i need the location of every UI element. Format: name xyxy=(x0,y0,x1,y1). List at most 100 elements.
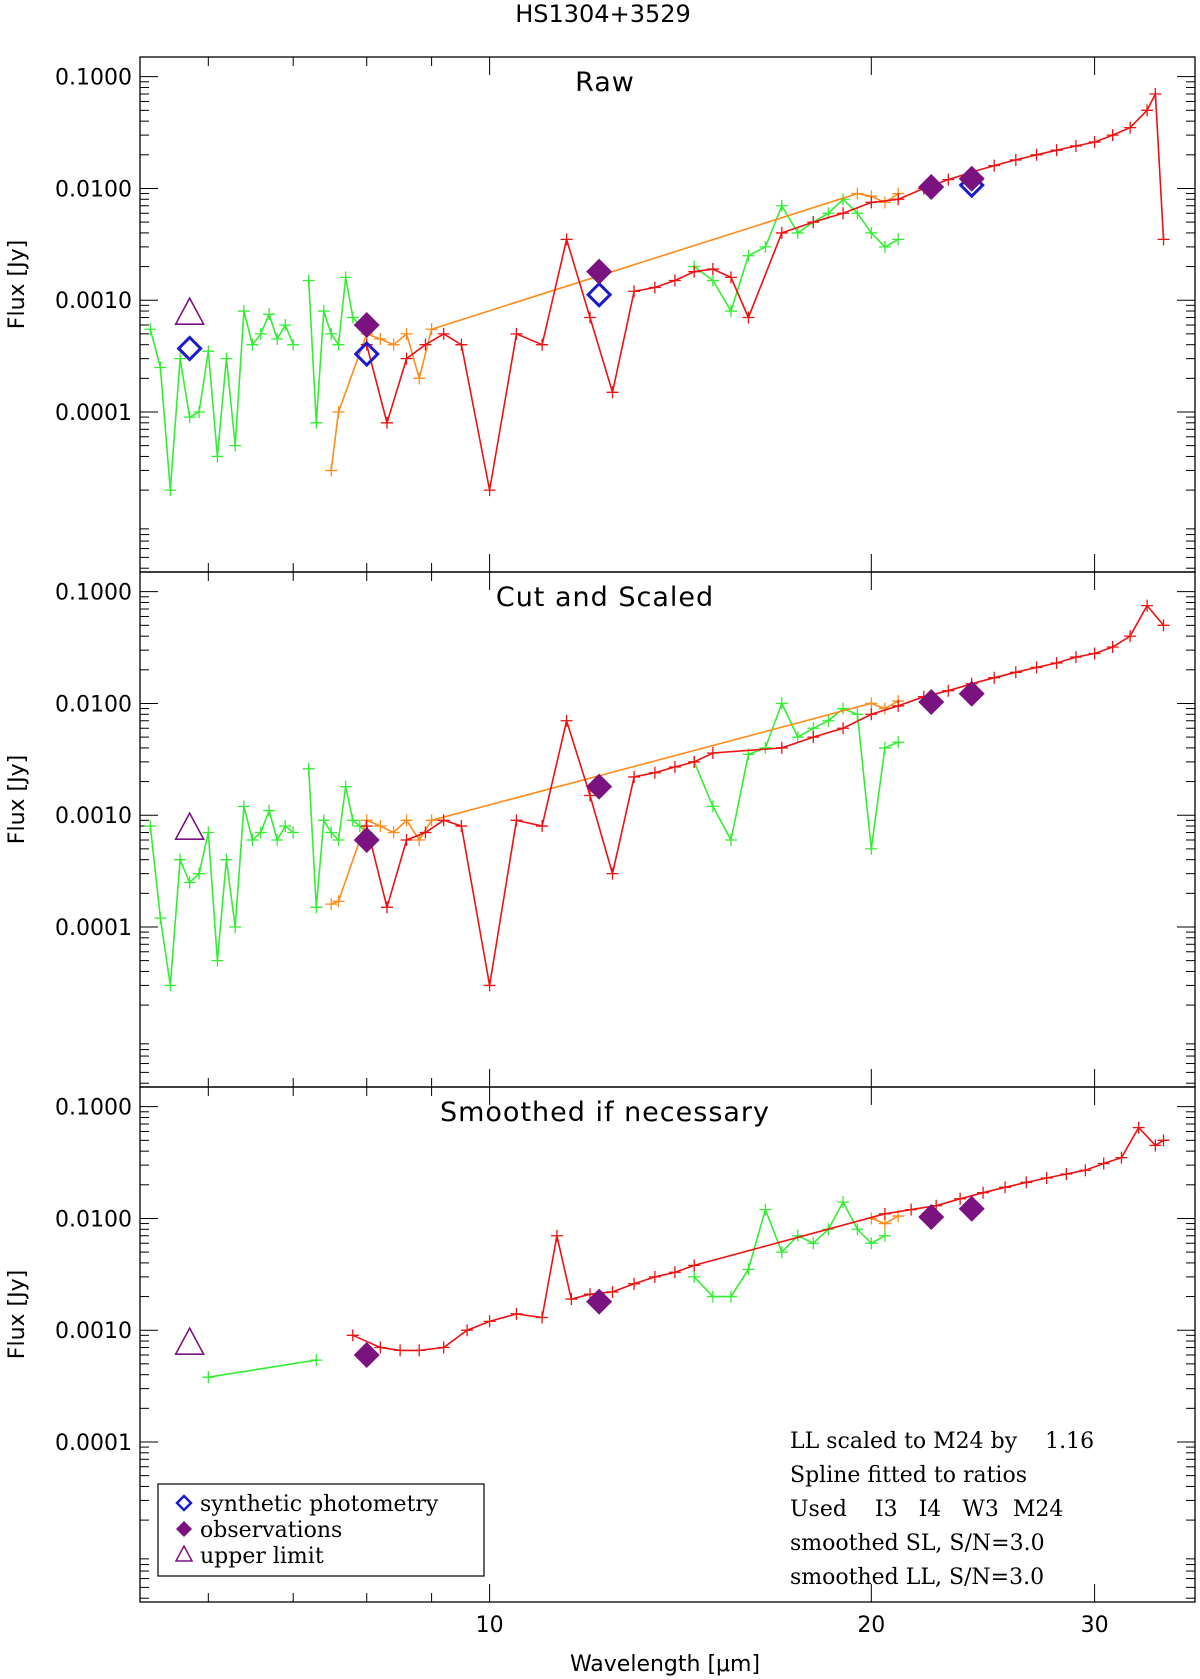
data-point-bonus-order xyxy=(851,187,864,200)
y-tick-label: 0.0010 xyxy=(55,804,132,829)
data-point-SL1 xyxy=(759,1203,772,1216)
data-point-SL2 xyxy=(254,826,267,839)
annotation-line: Spline fitted to ratios xyxy=(790,1463,1027,1488)
y-tick-label: 0.0001 xyxy=(55,401,132,426)
data-point-bonus-order xyxy=(325,898,338,911)
figure-title: HS1304+3529 xyxy=(515,0,691,28)
plot-frame xyxy=(139,56,1196,573)
data-point-bonus-order xyxy=(374,820,387,833)
data-point-LL xyxy=(560,714,573,727)
y-tick-label: 0.0001 xyxy=(55,1431,132,1456)
data-point-LL xyxy=(706,747,719,760)
data-point-LL xyxy=(807,216,820,229)
data-point-bonus-order xyxy=(332,405,345,418)
data-point-SL1 xyxy=(851,708,864,721)
legend-symbol-upper-limit xyxy=(174,1544,194,1562)
series-line-SL1 xyxy=(693,701,899,850)
data-point-LL xyxy=(437,1341,450,1354)
data-point-LL xyxy=(977,1186,990,1199)
data-point-SL2 xyxy=(183,411,196,424)
legend-symbol-synthetic-photometry xyxy=(175,1494,193,1512)
data-point-SL2 xyxy=(246,834,259,847)
data-point-SL1 xyxy=(775,697,788,710)
data-point-SL2 xyxy=(164,979,177,992)
data-point-SL1 xyxy=(724,305,737,318)
data-point-LL xyxy=(461,1324,474,1337)
data-point-SL2 xyxy=(220,352,233,365)
panel-title: Raw xyxy=(575,67,635,98)
annotation-line: Used I3 I4 W3 M24 xyxy=(790,1497,1063,1522)
y-tick-label: 0.0100 xyxy=(55,1207,132,1232)
data-point-SL2 xyxy=(174,853,187,866)
observation-marker xyxy=(353,312,380,339)
y-axis-title: Flux [Jy] xyxy=(5,755,30,844)
data-point-bonus-order xyxy=(425,814,438,827)
data-point-LL xyxy=(1088,136,1101,149)
data-point-LL xyxy=(988,159,1001,172)
plot-area xyxy=(144,87,1170,497)
data-point-SL1 xyxy=(807,1237,820,1250)
data-point-LL xyxy=(606,1285,619,1298)
y-tick-label: 0.1000 xyxy=(55,581,132,606)
data-point-LL xyxy=(1132,1121,1145,1134)
data-point-LL xyxy=(560,233,573,246)
data-point-SL2 xyxy=(144,323,157,336)
data-point-LL xyxy=(688,1259,701,1272)
data-point-SL2 xyxy=(263,804,276,817)
data-point-LL xyxy=(606,386,619,399)
data-point-LL xyxy=(837,207,850,220)
data-point-bonus-order xyxy=(332,895,345,908)
observation-marker xyxy=(918,1204,945,1231)
data-point-LL xyxy=(437,327,450,340)
plot-frame xyxy=(139,1086,1196,1603)
data-point-LL xyxy=(394,1344,407,1357)
observation-marker xyxy=(586,773,613,800)
data-point-bonus-order xyxy=(400,814,413,827)
series-line-LL xyxy=(365,604,1165,986)
data-point-SL2 xyxy=(174,352,187,365)
data-point-LL xyxy=(999,1181,1012,1194)
data-point-LL xyxy=(550,1229,563,1242)
data-point-LL xyxy=(688,755,701,768)
data-point-SL1 xyxy=(837,1196,850,1209)
y-tick-label: 0.0100 xyxy=(55,177,132,202)
data-point-LL xyxy=(510,1307,523,1320)
y-axis-title: Flux [Jy] xyxy=(5,1270,30,1359)
data-point-LL xyxy=(483,484,496,497)
series-line-SL2 xyxy=(208,1359,317,1378)
data-point-LL xyxy=(942,173,955,186)
data-point-SL1 xyxy=(791,226,804,239)
observation-marker xyxy=(353,1342,380,1369)
upper-limit-marker xyxy=(174,811,205,840)
data-point-LL xyxy=(628,1277,641,1290)
data-point-LL xyxy=(1040,1172,1053,1185)
series-line-SL2 xyxy=(149,310,294,491)
data-point-LL xyxy=(1009,153,1022,166)
data-point-LL xyxy=(892,699,905,712)
data-point-SL2 xyxy=(237,800,250,813)
data-point-LL xyxy=(706,263,719,276)
synthetic-photometry-marker xyxy=(585,281,613,308)
data-point-LL xyxy=(1088,647,1101,660)
data-point-LL xyxy=(606,867,619,880)
legend-label: observations xyxy=(200,1518,342,1543)
data-point-SL2 xyxy=(220,853,233,866)
data-point-SL1 xyxy=(791,731,804,744)
data-point-LL xyxy=(565,1293,578,1306)
data-point-SL1 xyxy=(878,741,891,754)
data-point-LL xyxy=(584,311,597,324)
data-point-LL xyxy=(1060,1167,1073,1180)
data-point-SL2 xyxy=(263,308,276,321)
data-point-LL xyxy=(668,1266,681,1279)
data-point-SL2 xyxy=(229,920,242,933)
data-point-SL1 xyxy=(892,736,905,749)
x-tick-label: 30 xyxy=(1081,1613,1109,1638)
data-point-SL1 xyxy=(706,800,719,813)
data-point-SL2 xyxy=(325,826,338,839)
data-point-LL xyxy=(1106,640,1119,653)
plot-area xyxy=(174,1121,1170,1384)
data-point-LL xyxy=(892,193,905,206)
data-point-SL2 xyxy=(339,271,352,284)
